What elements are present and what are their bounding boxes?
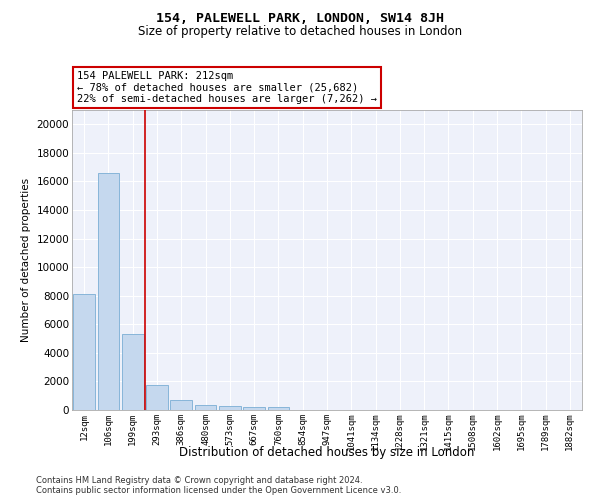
- Text: 154 PALEWELL PARK: 212sqm
← 78% of detached houses are smaller (25,682)
22% of s: 154 PALEWELL PARK: 212sqm ← 78% of detac…: [77, 71, 377, 104]
- Y-axis label: Number of detached properties: Number of detached properties: [21, 178, 31, 342]
- Bar: [170, 400, 192, 410]
- Bar: [194, 405, 217, 410]
- Bar: [268, 408, 289, 410]
- Text: Contains HM Land Registry data © Crown copyright and database right 2024.: Contains HM Land Registry data © Crown c…: [36, 476, 362, 485]
- Bar: [219, 406, 241, 410]
- Bar: [122, 334, 143, 410]
- Bar: [97, 173, 119, 410]
- Text: 154, PALEWELL PARK, LONDON, SW14 8JH: 154, PALEWELL PARK, LONDON, SW14 8JH: [156, 12, 444, 26]
- Bar: [146, 385, 168, 410]
- Text: Distribution of detached houses by size in London: Distribution of detached houses by size …: [179, 446, 475, 459]
- Text: Contains public sector information licensed under the Open Government Licence v3: Contains public sector information licen…: [36, 486, 401, 495]
- Bar: [243, 407, 265, 410]
- Bar: [73, 294, 95, 410]
- Text: Size of property relative to detached houses in London: Size of property relative to detached ho…: [138, 25, 462, 38]
